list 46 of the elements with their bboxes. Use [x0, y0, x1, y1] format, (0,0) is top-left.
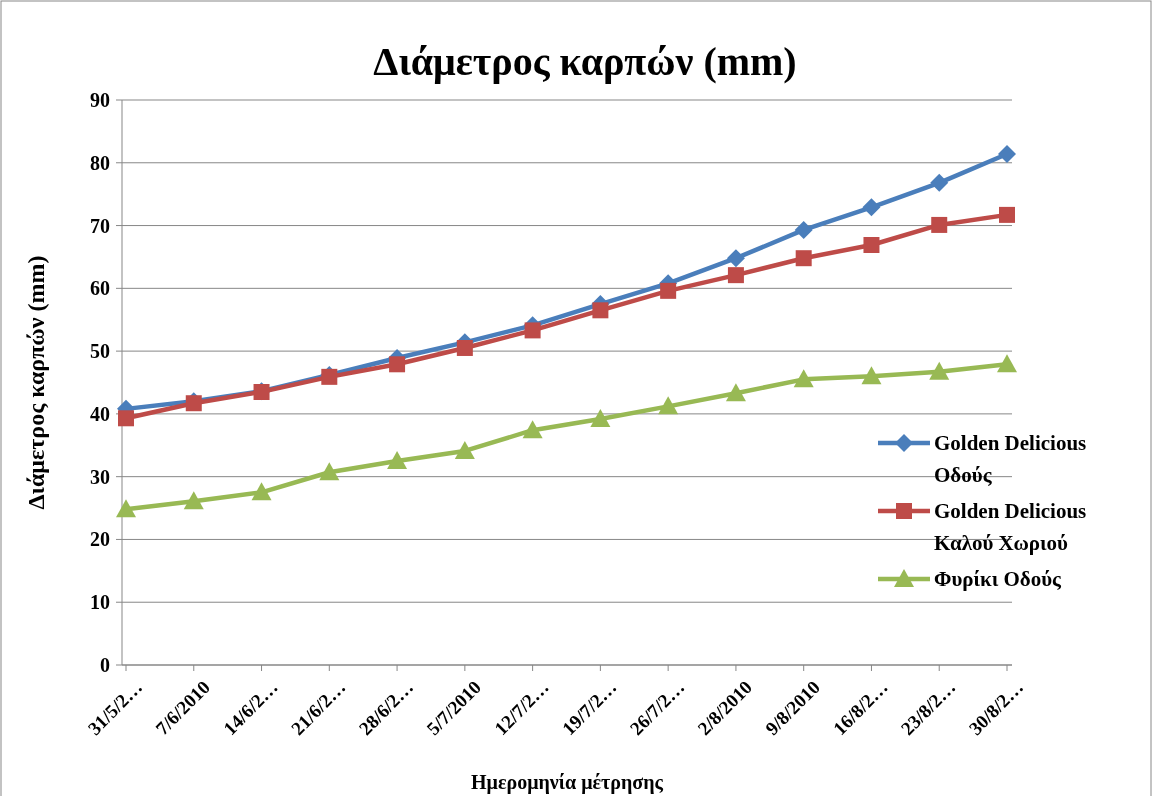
point — [793, 369, 814, 388]
legend-label: Golden Delicious Καλού Χωριού — [934, 499, 1087, 555]
point — [863, 237, 880, 254]
point — [998, 144, 1016, 163]
point — [930, 173, 949, 192]
y-tick-label: 80 — [90, 151, 110, 174]
chart-title: Διάμετρος καρπών (mm) — [373, 39, 797, 84]
point — [726, 249, 745, 268]
y-tick-label: 70 — [90, 214, 110, 237]
point — [389, 356, 406, 373]
y-tick-label: 90 — [90, 89, 110, 111]
point — [727, 267, 744, 284]
y-tick-label: 30 — [90, 465, 110, 488]
point — [319, 462, 340, 481]
point — [251, 482, 272, 501]
y-axis-title: Διάμετρος καρπών (mm) — [23, 255, 49, 510]
point — [861, 366, 882, 385]
point — [862, 198, 881, 217]
legend-label: Golden Delicious Οδούς — [934, 431, 1087, 487]
point — [454, 440, 475, 459]
x-axis-title: Ημερομηνία μέτρησης — [471, 771, 664, 794]
point — [522, 420, 543, 439]
point — [590, 408, 611, 427]
point — [794, 220, 813, 239]
point — [725, 383, 746, 402]
y-tick-label: 50 — [90, 340, 110, 363]
y-tick-label: 40 — [90, 402, 110, 425]
y-tick-label: 10 — [90, 591, 110, 614]
y-tick-label: 20 — [90, 528, 110, 551]
point — [929, 361, 950, 380]
point — [997, 354, 1017, 373]
point — [524, 322, 541, 339]
point — [931, 216, 948, 233]
point — [999, 206, 1015, 223]
point — [456, 339, 473, 356]
point — [658, 396, 679, 415]
y-tick-label: 60 — [90, 277, 110, 300]
legend-label: Φυρίκι Οδούς — [934, 567, 1063, 591]
point — [118, 410, 134, 427]
point — [183, 491, 204, 510]
point — [387, 450, 408, 469]
point — [116, 499, 136, 518]
point — [592, 302, 609, 319]
y-tick-label: 0 — [100, 654, 110, 676]
point — [795, 250, 812, 267]
point — [660, 282, 677, 299]
